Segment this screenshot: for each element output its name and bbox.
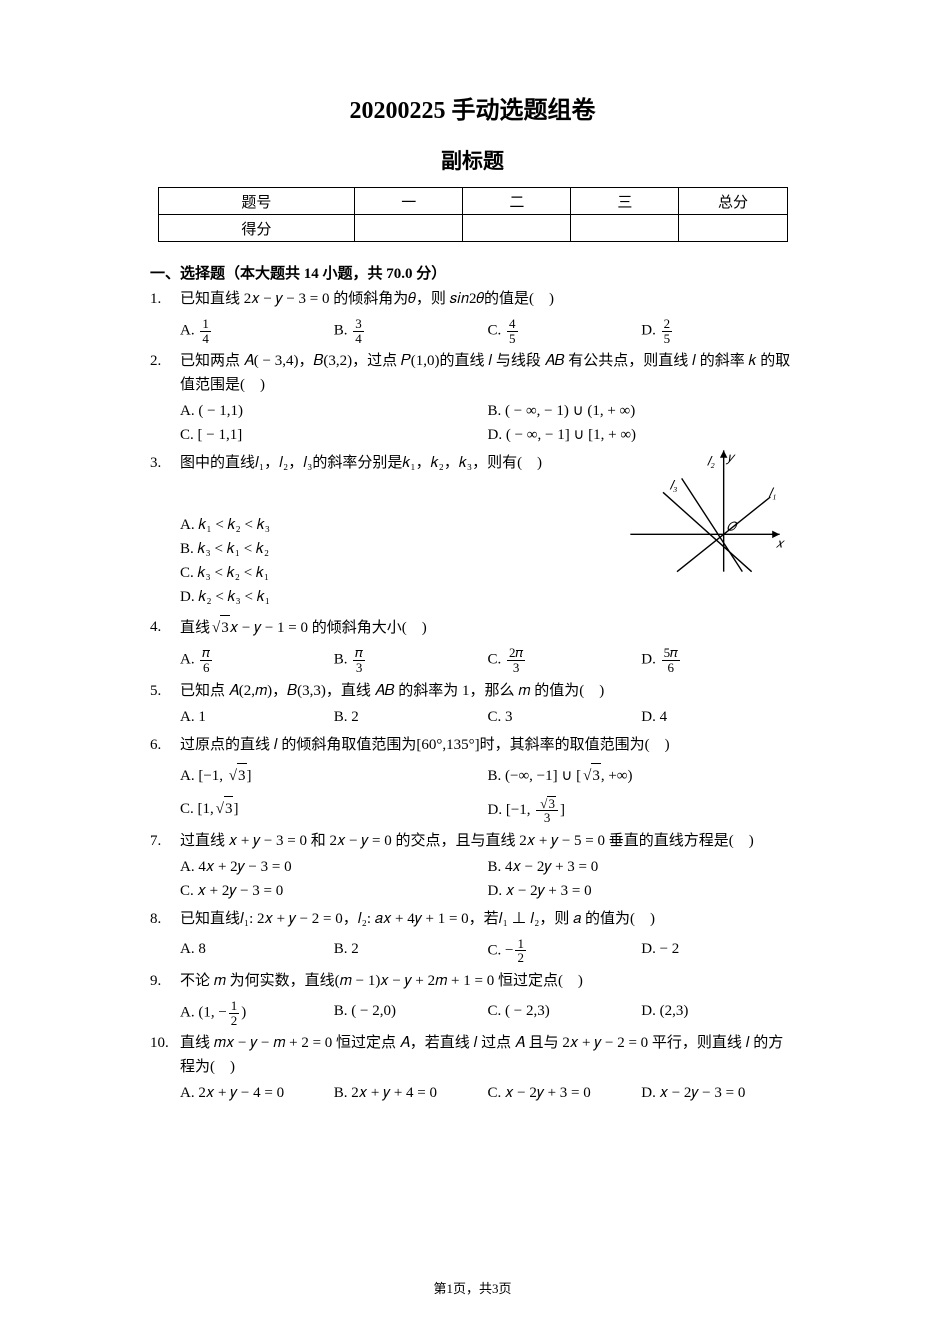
option-b: B. 34 bbox=[334, 317, 488, 345]
option-a: A. 4𝑥 + 2𝑦 − 3 = 0 bbox=[180, 855, 488, 879]
svg-text:𝑙₂: 𝑙₂ bbox=[707, 454, 715, 469]
option-a: A. 14 bbox=[180, 317, 334, 345]
question-stem: 过直线 𝑥 + 𝑦 − 3 = 0 和 2𝑥 − 𝑦 = 0 的交点，且与直线 … bbox=[180, 829, 795, 853]
option-b: B. ( − ∞, − 1) ∪ (1, + ∞) bbox=[488, 399, 796, 423]
question-1: 1. 已知直线 2𝑥 − 𝑦 − 3 = 0 的倾斜角为𝜃，则 𝑠𝑖𝑛2𝜃的值是… bbox=[150, 287, 795, 345]
option-b: B. (−∞, −1] ∪ [3, +∞) bbox=[488, 763, 796, 788]
score-col-3: 三 bbox=[571, 188, 679, 215]
option-b: B. 2 bbox=[334, 937, 488, 965]
question-9: 9. 不论 𝑚 为何实数，直线(𝑚 − 1)𝑥 − 𝑦 + 2𝑚 + 1 = 0… bbox=[150, 969, 795, 1027]
question-number: 10. bbox=[150, 1031, 180, 1105]
question-5: 5. 已知点 𝐴(2,𝑚)，𝐵(3,3)，直线 𝐴𝐵 的斜率为 1，那么 𝑚 的… bbox=[150, 679, 795, 729]
option-b: B. 2𝑥 + 𝑦 + 4 = 0 bbox=[334, 1081, 488, 1105]
option-c: C. ( − 2,3) bbox=[488, 999, 642, 1027]
option-d: D. 25 bbox=[641, 317, 795, 345]
score-points-label: 得分 bbox=[158, 215, 355, 242]
svg-text:𝑦: 𝑦 bbox=[725, 450, 736, 465]
score-cell bbox=[463, 215, 571, 242]
page-footer: 第1页，共3页 bbox=[0, 1278, 945, 1297]
question-stem: 已知直线 2𝑥 − 𝑦 − 3 = 0 的倾斜角为𝜃，则 𝑠𝑖𝑛2𝜃的值是( ) bbox=[180, 287, 795, 311]
score-col-total: 总分 bbox=[679, 188, 787, 215]
option-c: C. [1,3] bbox=[180, 796, 488, 825]
option-b: B. 2 bbox=[334, 705, 488, 729]
question-2: 2. 已知两点 𝐴( − 3,4)，𝐵(3,2)，过点 𝑃(1,0)的直线 𝑙 … bbox=[150, 349, 795, 447]
option-c: C. 𝑥 − 2𝑦 + 3 = 0 bbox=[488, 1081, 642, 1105]
question-stem: 已知点 𝐴(2,𝑚)，𝐵(3,3)，直线 𝐴𝐵 的斜率为 1，那么 𝑚 的值为(… bbox=[180, 679, 795, 703]
svg-text:𝑂: 𝑂 bbox=[726, 520, 738, 534]
score-header-label: 题号 bbox=[158, 188, 355, 215]
option-a: A. 𝜋6 bbox=[180, 646, 334, 674]
question-number: 9. bbox=[150, 969, 180, 1027]
question-number: 3. bbox=[150, 451, 180, 611]
score-cell bbox=[355, 215, 463, 242]
question-stem: 已知直线𝑙₁: 2𝑥 + 𝑦 − 2 = 0，𝑙₂: 𝑎𝑥 + 4𝑦 + 1 =… bbox=[180, 907, 795, 931]
question-stem: 已知两点 𝐴( − 3,4)，𝐵(3,2)，过点 𝑃(1,0)的直线 𝑙 与线段… bbox=[180, 349, 795, 397]
score-cell bbox=[679, 215, 787, 242]
question-number: 4. bbox=[150, 615, 180, 674]
question-stem: 直线3𝑥 − 𝑦 − 1 = 0 的倾斜角大小( ) bbox=[180, 615, 795, 640]
page-subtitle: 副标题 bbox=[150, 145, 795, 175]
option-a: A. 2𝑥 + 𝑦 − 4 = 0 bbox=[180, 1081, 334, 1105]
option-d: D. 5𝜋6 bbox=[641, 646, 795, 674]
option-b: B. ( − 2,0) bbox=[334, 999, 488, 1027]
option-a: A. (1, −12) bbox=[180, 999, 334, 1027]
option-d: D. − 2 bbox=[641, 937, 795, 965]
question-stem: 直线 𝑚𝑥 − 𝑦 − 𝑚 + 2 = 0 恒过定点 𝐴，若直线 𝑙 过点 𝐴 … bbox=[180, 1031, 795, 1079]
question-number: 6. bbox=[150, 733, 180, 825]
section-header: 一、选择题（本大题共 14 小题，共 70.0 分） bbox=[150, 262, 795, 283]
question-7: 7. 过直线 𝑥 + 𝑦 − 3 = 0 和 2𝑥 − 𝑦 = 0 的交点，且与… bbox=[150, 829, 795, 903]
option-d: D. 4 bbox=[641, 705, 795, 729]
option-a: A. ( − 1,1) bbox=[180, 399, 488, 423]
option-c: C. −12 bbox=[488, 937, 642, 965]
question-number: 8. bbox=[150, 907, 180, 965]
option-d: D. 𝑘₂ < 𝑘₃ < 𝑘₁ bbox=[180, 585, 795, 609]
exam-page: 20200225 手动选题组卷 副标题 题号 一 二 三 总分 得分 一、选择题… bbox=[0, 0, 945, 1337]
option-b: B. 4𝑥 − 2𝑦 + 3 = 0 bbox=[488, 855, 796, 879]
svg-text:𝑙₃: 𝑙₃ bbox=[670, 478, 678, 493]
question-stem: 不论 𝑚 为何实数，直线(𝑚 − 1)𝑥 − 𝑦 + 2𝑚 + 1 = 0 恒过… bbox=[180, 969, 795, 993]
question-number: 2. bbox=[150, 349, 180, 447]
question-4: 4. 直线3𝑥 − 𝑦 − 1 = 0 的倾斜角大小( ) A. 𝜋6 B. 𝜋… bbox=[150, 615, 795, 674]
option-d: D. 𝑥 − 2𝑦 − 3 = 0 bbox=[641, 1081, 795, 1105]
option-b: B. 𝜋3 bbox=[334, 646, 488, 674]
question-number: 7. bbox=[150, 829, 180, 903]
option-d: D. 𝑥 − 2𝑦 + 3 = 0 bbox=[488, 879, 796, 903]
option-c: C. [ − 1,1] bbox=[180, 423, 488, 447]
option-c: C. 3 bbox=[488, 705, 642, 729]
question-3: 3. 图中的直线𝑙₁，𝑙₂，𝑙₃的斜率分别是𝑘₁，𝑘₂，𝑘₃，则有( ) A. … bbox=[150, 451, 795, 611]
question-8: 8. 已知直线𝑙₁: 2𝑥 + 𝑦 − 2 = 0，𝑙₂: 𝑎𝑥 + 4𝑦 + … bbox=[150, 907, 795, 965]
option-c: C. 2𝜋3 bbox=[488, 646, 642, 674]
page-title: 20200225 手动选题组卷 bbox=[150, 90, 795, 125]
option-c: C. 45 bbox=[488, 317, 642, 345]
question-10: 10. 直线 𝑚𝑥 − 𝑦 − 𝑚 + 2 = 0 恒过定点 𝐴，若直线 𝑙 过… bbox=[150, 1031, 795, 1105]
option-d: D. (2,3) bbox=[641, 999, 795, 1027]
score-col-2: 二 bbox=[463, 188, 571, 215]
question-6: 6. 过原点的直线 𝑙 的倾斜角取值范围为[60°,135°]时，其斜率的取值范… bbox=[150, 733, 795, 825]
option-a: A. [−1, 3] bbox=[180, 763, 488, 788]
score-cell bbox=[571, 215, 679, 242]
option-d: D. [−1, 33] bbox=[488, 796, 796, 825]
svg-text:𝑥: 𝑥 bbox=[776, 536, 786, 551]
question-stem: 过原点的直线 𝑙 的倾斜角取值范围为[60°,135°]时，其斜率的取值范围为(… bbox=[180, 733, 795, 757]
option-a: A. 8 bbox=[180, 937, 334, 965]
score-table: 题号 一 二 三 总分 得分 bbox=[158, 187, 788, 242]
option-c: C. 𝑥 + 2𝑦 − 3 = 0 bbox=[180, 879, 488, 903]
option-a: A. 1 bbox=[180, 705, 334, 729]
svg-text:𝑙₁: 𝑙₁ bbox=[768, 485, 776, 500]
score-col-1: 一 bbox=[355, 188, 463, 215]
question-number: 1. bbox=[150, 287, 180, 345]
figure-lines-icon: 𝑦 𝑥 𝑂 𝑙₁ 𝑙₂ 𝑙₃ bbox=[615, 441, 795, 581]
question-number: 5. bbox=[150, 679, 180, 729]
